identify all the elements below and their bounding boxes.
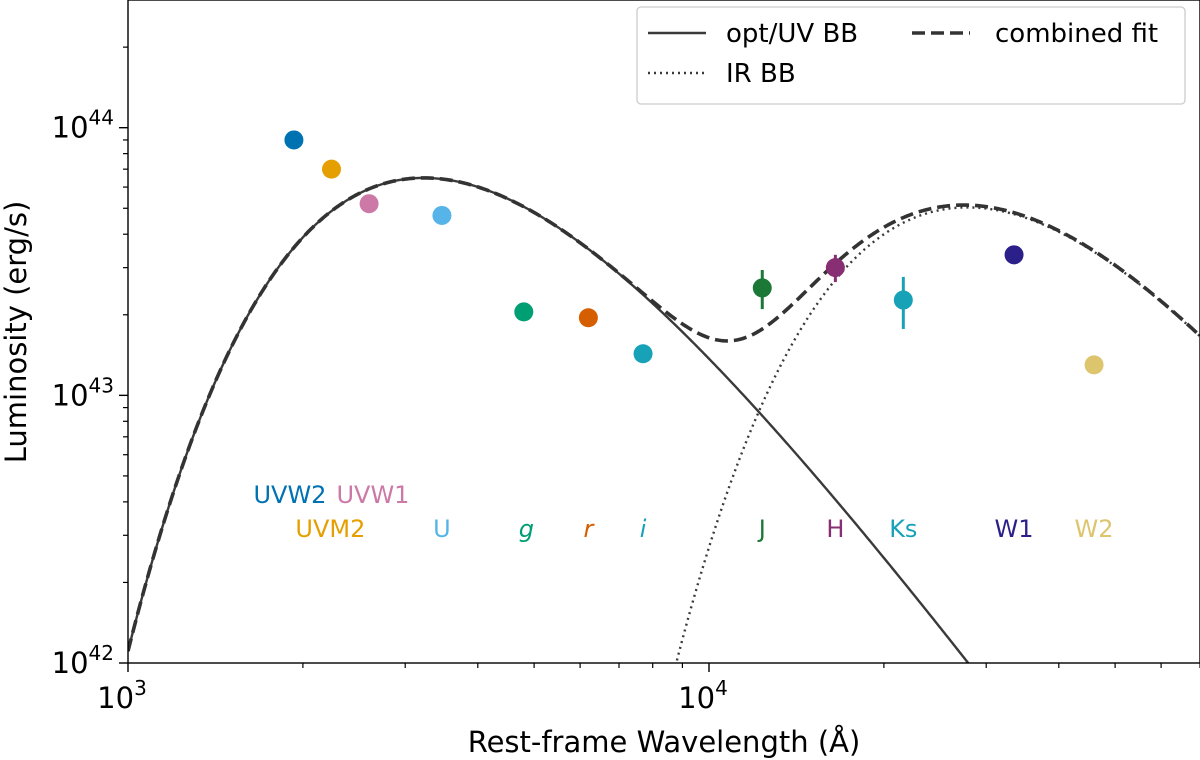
- ir-bb-curve: [674, 206, 1200, 663]
- band-label-i: i: [640, 515, 647, 543]
- y-tick-label: 1043: [52, 373, 114, 412]
- optuv-bb-curve: [128, 176, 970, 663]
- y-tick-label: 1042: [52, 641, 114, 680]
- point-ks: [893, 290, 913, 310]
- point-h: [825, 258, 845, 278]
- x-axis-label: Rest-frame Wavelength (Å): [468, 725, 861, 759]
- band-label-ks: Ks: [889, 515, 917, 543]
- band-label-uvw1: UVW1: [336, 481, 409, 509]
- legend-label: IR BB: [726, 59, 796, 89]
- point-uvw1: [359, 194, 379, 214]
- band-label-u: U: [433, 515, 451, 543]
- legend-label: combined fit: [995, 19, 1158, 49]
- x-tick-label: 103: [97, 676, 147, 715]
- legend-label: opt/UV BB: [726, 19, 858, 49]
- band-label-uvm2: UVM2: [295, 515, 365, 543]
- fit-curves: [128, 176, 1200, 663]
- band-label-g: g: [519, 515, 534, 543]
- band-label-h: H: [826, 515, 844, 543]
- point-r: [578, 308, 598, 328]
- plot-frame: [127, 0, 1200, 664]
- legend-box: [636, 6, 1186, 105]
- point-w1: [1004, 245, 1024, 265]
- x-tick-label: 104: [678, 676, 728, 715]
- band-label-w2: W2: [1075, 515, 1114, 543]
- point-w2: [1084, 355, 1104, 375]
- point-j: [752, 278, 772, 298]
- band-label-w1: W1: [995, 515, 1034, 543]
- y-axis-label: Luminosity (erg/s): [0, 201, 33, 464]
- point-i: [633, 344, 653, 364]
- band-label-r: r: [583, 515, 595, 543]
- point-g: [514, 302, 534, 322]
- band-label-j: J: [757, 515, 766, 543]
- point-uvm2: [321, 159, 341, 179]
- data-points: [284, 130, 1104, 375]
- point-u: [432, 205, 452, 225]
- combined-fit-curve: [128, 176, 1200, 652]
- band-label-uvw2: UVW2: [253, 481, 326, 509]
- axes: 103 104 1042 1043 1044: [52, 46, 1200, 715]
- y-tick-label: 1044: [52, 106, 114, 145]
- legend: opt/UV BB IR BB combined fit: [636, 6, 1186, 105]
- point-uvw2: [284, 130, 304, 150]
